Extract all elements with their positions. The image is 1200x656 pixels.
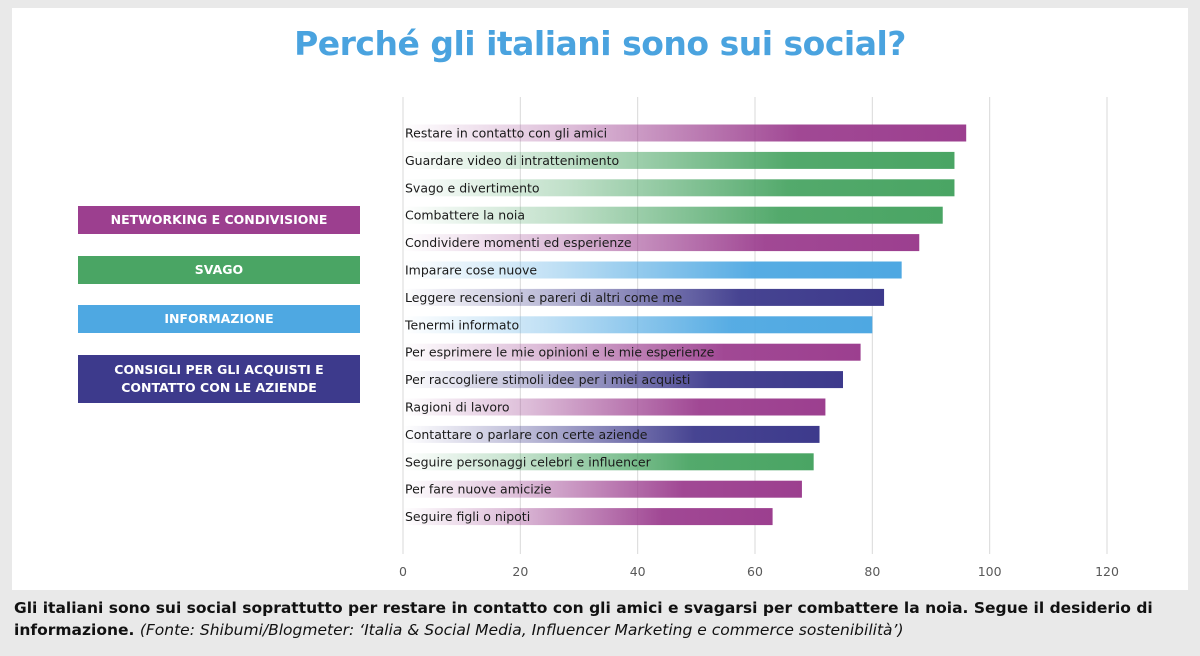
legend-consigli-line1: CONSIGLI PER GLI ACQUISTI E: [114, 361, 324, 377]
bar: [403, 288, 885, 306]
bar: [403, 508, 773, 526]
legend-consigli-label: CONSIGLI PER GLI ACQUISTI E CONTATTO CON…: [114, 361, 323, 397]
bar: [403, 151, 955, 169]
legend-informazione: INFORMAZIONE: [78, 305, 360, 333]
category-label: Svago e divertimento: [405, 180, 540, 195]
legend-networking-label: NETWORKING E CONDIVISIONE: [110, 211, 328, 227]
category-label: Contattare o parlare con certe aziende: [405, 427, 648, 442]
chart-title: Perché gli italiani sono sui social?: [294, 24, 906, 63]
chart-panel: Perché gli italiani sono sui social? NET…: [12, 8, 1188, 590]
category-label: Per raccogliere stimoli idee per i miei …: [405, 372, 690, 387]
bar: [403, 234, 920, 252]
x-tick-label: 80: [864, 564, 880, 579]
bar: [403, 124, 967, 142]
category-label: Leggere recensioni e pareri di altri com…: [405, 290, 683, 305]
x-tick-label: 0: [399, 564, 407, 579]
legend-consigli: CONSIGLI PER GLI ACQUISTI E CONTATTO CON…: [78, 355, 360, 403]
x-tick-label: 20: [512, 564, 528, 579]
category-label: Per esprimere le mie opinioni e le mie e…: [405, 345, 715, 360]
legend-svago: SVAGO: [78, 256, 360, 284]
category-label: Combattere la noia: [405, 208, 525, 223]
legend-consigli-line2: CONTATTO CON LE AZIENDE: [121, 380, 317, 395]
bar: [403, 179, 955, 197]
category-label: Seguire figli o nipoti: [405, 509, 530, 524]
bars: [403, 124, 967, 526]
category-label: Ragioni di lavoro: [405, 400, 510, 415]
caption-source: (Fonte: Shibumi/Blogmeter: ‘Italia & Soc…: [139, 621, 904, 640]
bar: [403, 371, 843, 389]
x-tick-label: 40: [630, 564, 646, 579]
legend-informazione-label: INFORMAZIONE: [164, 310, 274, 326]
bar-chart: Restare in contatto con gli amici Guardar…: [399, 97, 1119, 579]
legend-networking: NETWORKING E CONDIVISIONE: [78, 206, 360, 234]
x-tick-label: 100: [978, 564, 1002, 579]
x-tick-label: 60: [747, 564, 763, 579]
category-label: Tenermi informato: [404, 317, 519, 332]
x-tick-label: 120: [1095, 564, 1119, 579]
category-label: Condividere momenti ed esperienze: [405, 235, 632, 250]
category-label: Guardare video di intrattenimento: [405, 153, 619, 168]
legend-svago-label: SVAGO: [194, 261, 244, 277]
bar: [403, 316, 873, 334]
bar: [403, 480, 802, 498]
bar-labels: Restare in contatto con gli amici Guardar…: [404, 126, 715, 525]
bar: [403, 425, 820, 443]
bar: [403, 206, 943, 224]
bar: [403, 343, 861, 361]
category-label: Seguire personaggi celebri e influencer: [405, 454, 652, 469]
caption-text: Gli italiani sono sui social soprattutto…: [14, 599, 1153, 640]
bar: [403, 261, 902, 279]
category-label: Imparare cose nuove: [405, 263, 537, 278]
caption: Gli italiani sono sui social soprattutto…: [14, 597, 1190, 642]
bar: [403, 398, 826, 416]
bar: [403, 453, 814, 471]
category-label: Restare in contatto con gli amici: [405, 126, 607, 141]
category-label: Per fare nuove amicizie: [405, 482, 552, 497]
x-axis-ticks: 0 20 40 60 80 100 120: [399, 564, 1119, 579]
